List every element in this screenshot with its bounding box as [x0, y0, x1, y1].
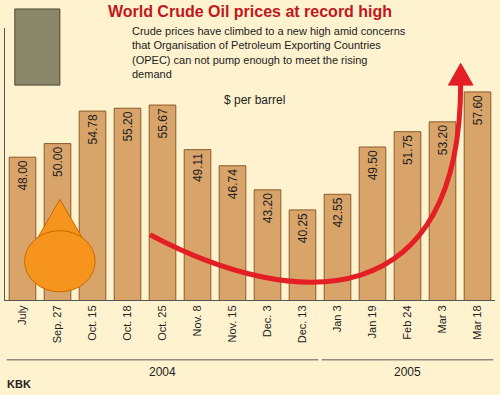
svg-text:43.20: 43.20 — [261, 193, 275, 223]
svg-text:53.20: 53.20 — [436, 125, 450, 155]
svg-text:Crude prices have climbed to a: Crude prices have climbed to a new high … — [132, 25, 406, 80]
svg-text:2004: 2004 — [149, 365, 176, 379]
svg-text:Oct. 25: Oct. 25 — [156, 305, 168, 340]
svg-text:51.75: 51.75 — [401, 135, 415, 165]
svg-text:Dec. 3: Dec. 3 — [261, 305, 273, 337]
svg-text:Jan 19: Jan 19 — [366, 305, 378, 338]
svg-text:Nov. 15: Nov. 15 — [226, 305, 238, 342]
svg-text:57.60: 57.60 — [471, 95, 485, 125]
svg-text:49.11: 49.11 — [191, 153, 205, 182]
svg-text:KBK: KBK — [7, 378, 31, 390]
svg-text:2005: 2005 — [394, 365, 421, 379]
svg-text:40.25: 40.25 — [296, 213, 310, 243]
svg-text:Mar 18: Mar 18 — [471, 305, 483, 339]
svg-text:55.67: 55.67 — [156, 108, 170, 138]
svg-text:Oct. 18: Oct. 18 — [121, 305, 133, 340]
svg-text:Sep. 27: Sep. 27 — [51, 305, 63, 343]
svg-text:Jan 3: Jan 3 — [331, 305, 343, 332]
svg-text:55.20: 55.20 — [121, 111, 135, 141]
svg-text:50.00: 50.00 — [51, 147, 65, 177]
svg-text:49.50: 49.50 — [366, 150, 380, 180]
svg-text:Nov. 8: Nov. 8 — [191, 305, 203, 336]
svg-text:Mar 3: Mar 3 — [436, 305, 448, 333]
svg-text:$ per barrel: $ per barrel — [224, 93, 285, 107]
svg-text:World Crude Oil prices at reco: World Crude Oil prices at record high — [108, 3, 392, 20]
svg-text:42.55: 42.55 — [331, 197, 345, 227]
svg-text:Oct. 15: Oct. 15 — [86, 305, 98, 340]
svg-text:July: July — [16, 305, 28, 325]
svg-text:54.78: 54.78 — [86, 114, 100, 144]
svg-text:Feb 24: Feb 24 — [401, 305, 413, 339]
svg-text:48.00: 48.00 — [16, 160, 30, 190]
svg-text:Dec. 13: Dec. 13 — [296, 305, 308, 343]
svg-text:46.74: 46.74 — [226, 169, 240, 199]
